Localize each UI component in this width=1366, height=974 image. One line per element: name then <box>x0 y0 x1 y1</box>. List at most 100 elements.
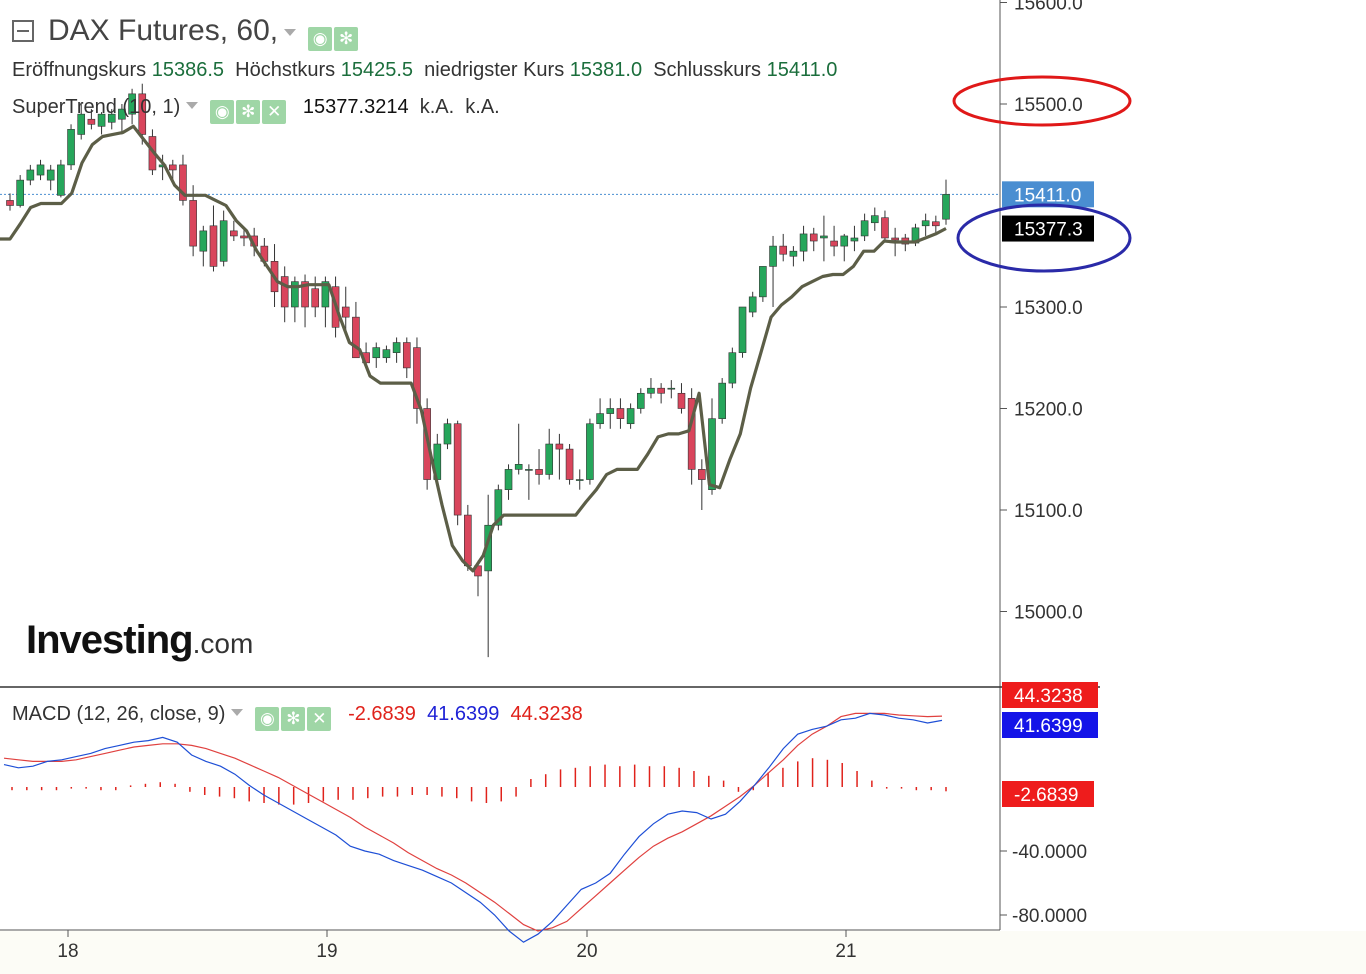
candle-body <box>209 225 218 267</box>
eye-icon[interactable]: ◉ <box>255 707 280 731</box>
candle-body <box>514 464 523 470</box>
candle-body <box>830 240 838 247</box>
macd-tick-label: -80.0000 <box>1012 906 1087 927</box>
candle-body <box>525 469 533 471</box>
chevron-down-icon[interactable] <box>284 29 297 36</box>
supertrend-value-2: k.A. <box>419 96 455 118</box>
candle-body <box>698 469 706 480</box>
candle-body <box>687 398 696 470</box>
close-icon[interactable]: ✕ <box>262 100 287 124</box>
price-tick-label: 15200.0 <box>1014 400 1083 421</box>
high-label: Höchstkurs <box>235 59 336 81</box>
collapse-icon[interactable] <box>12 20 34 42</box>
investing-logo: Investing.com <box>26 618 254 662</box>
macd-line <box>3 712 943 943</box>
candle-body <box>891 237 899 241</box>
candle-body <box>586 423 594 480</box>
candle-body <box>677 392 686 409</box>
macd-line-badge: 41.6399 <box>1014 716 1083 737</box>
eye-icon[interactable]: ◉ <box>308 27 333 51</box>
candle-body <box>168 164 177 171</box>
candle-body <box>128 93 136 115</box>
time-tick-label: 20 <box>576 941 597 962</box>
low-label: niedrigster Kurs <box>424 59 565 81</box>
gear-icon[interactable]: ✻ <box>236 100 261 124</box>
gear-icon[interactable]: ✻ <box>334 27 359 51</box>
candle-body <box>728 352 737 384</box>
close-value: 15411.0 <box>766 59 838 81</box>
time-tick-label: 21 <box>835 941 856 962</box>
close-label: Schlusskurs <box>653 59 762 81</box>
candle-body <box>26 169 35 181</box>
candle-body <box>464 514 472 567</box>
macd-row: MACD (12, 26, close, 9) ◉ ✻ ✕ -2.6839 41.63… <box>12 703 583 731</box>
candle-body <box>942 194 950 220</box>
candle-body <box>657 387 665 394</box>
eye-icon[interactable]: ◉ <box>210 100 235 124</box>
candle-body <box>545 443 554 475</box>
candle-body <box>647 387 655 394</box>
macd-hist-badge-bg <box>1002 781 1094 807</box>
candle-body <box>606 408 615 414</box>
time-tick-label: 18 <box>57 941 78 962</box>
high-value: 15425.5 <box>340 59 414 81</box>
candle-body <box>718 382 726 419</box>
annotations-layer <box>952 75 1132 273</box>
price-tick-label: 15300.0 <box>1014 298 1083 319</box>
candle-body <box>179 164 187 201</box>
open-label: Eröffnungskurs <box>12 59 147 81</box>
price-tick-label: 15100.0 <box>1014 501 1083 522</box>
supertrend-badge: 15377.3 <box>1014 220 1083 241</box>
candle-body <box>46 169 55 181</box>
candle-body <box>575 479 584 481</box>
supertrend-label: SuperTrend (10, 1) <box>12 96 181 118</box>
low-value: 15381.0 <box>569 59 643 81</box>
supertrend-value: 15377.3214 <box>302 96 409 118</box>
chevron-down-icon[interactable] <box>231 709 244 716</box>
time-tick-label: 19 <box>316 941 337 962</box>
close-icon[interactable]: ✕ <box>307 707 332 731</box>
candle-body <box>779 245 788 255</box>
candle-body <box>799 233 808 252</box>
chevron-down-icon[interactable] <box>186 102 199 109</box>
candle-body <box>636 392 645 409</box>
candle-body <box>881 217 889 239</box>
candle-body <box>372 347 381 359</box>
supertrend-row: SuperTrend (10, 1) ◉ ✻ ✕ 15377.3214 k.A. k.… <box>12 96 500 124</box>
candle-body <box>280 276 289 308</box>
candle-body <box>932 221 940 227</box>
candle-body <box>535 469 543 475</box>
supertrend-badge-bg <box>1002 215 1094 242</box>
candle-body <box>352 316 360 359</box>
open-value: 15386.5 <box>151 59 225 81</box>
candle-body <box>230 230 238 237</box>
macd-line-value: 41.6399 <box>427 703 500 725</box>
candle-body <box>77 113 86 135</box>
candle-body <box>219 220 228 262</box>
candle-body <box>820 235 828 239</box>
gear-icon[interactable]: ✻ <box>281 707 306 731</box>
candle-body <box>565 448 574 480</box>
blue-ellipse-annotation <box>956 203 1132 273</box>
candle-body <box>392 342 401 353</box>
candle-body <box>850 237 859 242</box>
candle-body <box>413 347 421 409</box>
candle-body <box>138 93 147 135</box>
candle-body <box>809 233 818 242</box>
candle-body <box>57 164 65 196</box>
macd-signal-line <box>3 712 943 932</box>
candle-body <box>769 245 777 267</box>
macd-hist-value: -2.6839 <box>348 703 416 725</box>
candle-body <box>36 164 45 176</box>
candle-body <box>860 220 869 237</box>
price-tick-label: 15000.0 <box>1014 603 1083 624</box>
candle-body <box>626 408 635 425</box>
chart-title: DAX Futures, 60, <box>48 14 279 47</box>
candle-body <box>382 349 391 359</box>
candle-body <box>708 418 716 490</box>
macd-signal-value: 44.3238 <box>510 703 583 725</box>
price-tick-label: 15600.0 <box>1014 0 1083 15</box>
candle-body <box>107 113 116 123</box>
macd-signal-badge-bg <box>1002 682 1098 708</box>
